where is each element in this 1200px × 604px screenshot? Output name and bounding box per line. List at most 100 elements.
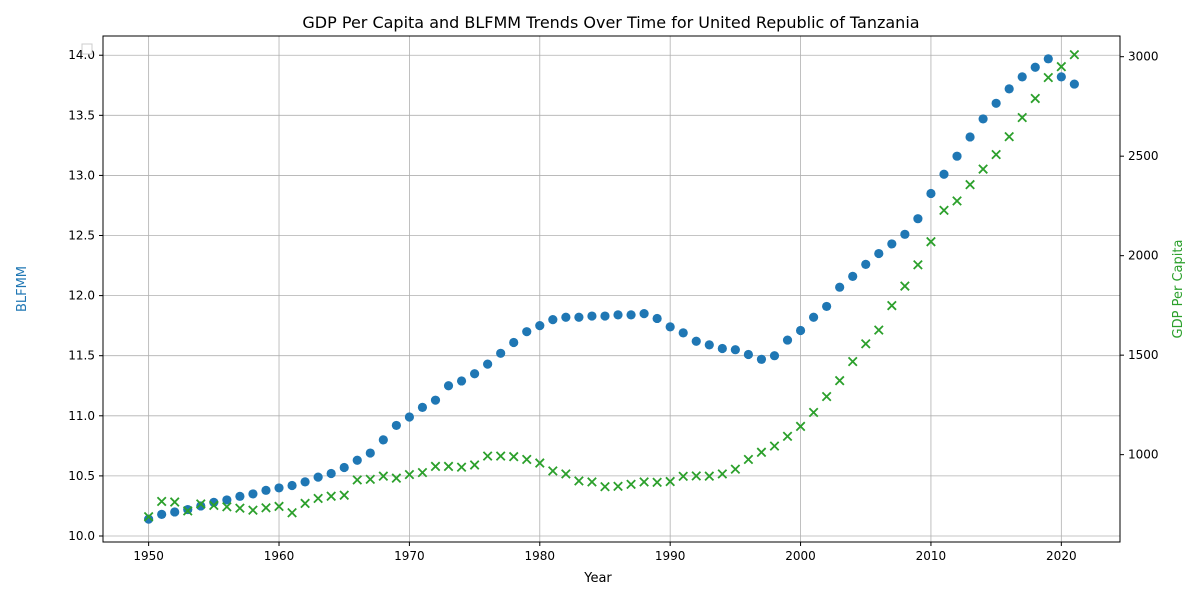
gdp-point <box>300 498 310 509</box>
gdp-point <box>808 407 819 418</box>
gdp-point <box>873 325 884 335</box>
gdp-point <box>508 451 519 462</box>
blfmm-point <box>535 321 545 331</box>
gdp-point <box>652 477 662 488</box>
y-left-tick-label: 10.0 <box>68 529 95 543</box>
blfmm-point <box>170 507 180 517</box>
gdp-point <box>678 471 689 482</box>
gdp-point <box>587 477 597 487</box>
gdp-point <box>378 471 389 481</box>
gdp-point <box>469 460 480 470</box>
gdp-point <box>600 481 610 492</box>
blfmm-point <box>548 315 558 325</box>
gdp-point <box>326 491 337 502</box>
gdp-point <box>574 476 584 486</box>
gdp-point <box>352 475 363 485</box>
blfmm-point <box>157 509 167 519</box>
data-layer <box>143 49 1080 524</box>
blfmm-point <box>978 114 988 124</box>
gdp-point <box>978 164 988 174</box>
blfmm-point <box>743 349 754 360</box>
blfmm-point <box>900 229 910 239</box>
y-right-tick-label: 3000 <box>1128 50 1159 64</box>
blfmm-point <box>808 312 819 322</box>
blfmm-point <box>561 312 571 322</box>
blfmm-point <box>352 455 362 465</box>
y-right-tick-label: 2500 <box>1128 149 1159 163</box>
gdp-point <box>626 479 636 490</box>
y-left-tick-label: 12.5 <box>68 229 95 243</box>
x-tick-label: 1960 <box>264 549 295 563</box>
gdp-point <box>1056 61 1067 72</box>
gdp-point <box>482 451 493 461</box>
blfmm-point <box>769 351 780 361</box>
blfmm-point <box>652 313 662 324</box>
gdp-point <box>965 179 975 190</box>
gdp-point <box>717 469 728 479</box>
blfmm-point <box>874 248 884 259</box>
plot-frame <box>102 35 1121 543</box>
y-right-tick-label: 1500 <box>1128 348 1159 362</box>
gdp-point <box>1069 49 1080 60</box>
blfmm-point <box>378 435 388 445</box>
chart-title: GDP Per Capita and BLFMM Trends Over Tim… <box>302 13 919 32</box>
gdp-point <box>847 356 858 367</box>
gdp-point <box>495 451 506 461</box>
blfmm-point <box>1004 84 1014 94</box>
gdp-point <box>952 196 962 206</box>
y-right-tick-label: 2000 <box>1128 249 1159 263</box>
blfmm-point <box>339 462 349 473</box>
gdp-point <box>756 447 767 458</box>
blfmm-point <box>1017 72 1027 82</box>
blfmm-point <box>952 151 962 161</box>
blfmm-point <box>600 311 610 321</box>
blfmm-point <box>965 132 975 142</box>
x-tick-label: 1990 <box>655 549 686 563</box>
x-axis-label: Year <box>583 571 612 586</box>
gdp-point <box>534 458 545 468</box>
gdp-point <box>287 507 297 518</box>
gdp-point <box>821 391 832 402</box>
gdp-point <box>743 454 754 465</box>
y-axis-label-left: BLFMM <box>15 266 30 312</box>
gdp-point <box>991 149 1001 160</box>
x-tick-label: 2020 <box>1046 549 1077 563</box>
gdp-point <box>339 490 350 501</box>
y-left-tick-label: 10.5 <box>68 469 95 483</box>
y-right-tick-label: 1000 <box>1128 448 1159 462</box>
x-tick-label: 1950 <box>133 549 164 563</box>
blfmm-point <box>443 381 454 391</box>
grid-layer <box>103 36 1120 542</box>
blfmm-point <box>587 311 597 321</box>
blfmm-point <box>913 214 923 224</box>
blfmm-point <box>209 497 219 507</box>
gdp-point <box>613 481 623 492</box>
blfmm-point <box>717 343 727 354</box>
y-left-tick-label: 12.0 <box>68 289 95 303</box>
gdp-point <box>1030 93 1041 104</box>
gdp-point <box>547 466 558 476</box>
blfmm-point <box>782 335 793 345</box>
blfmm-point <box>730 345 740 355</box>
blfmm-point <box>483 359 493 369</box>
y-left-tick-label: 11.0 <box>68 409 95 423</box>
blfmm-point <box>691 336 701 346</box>
gdp-point <box>404 469 415 480</box>
gdp-point <box>456 462 467 473</box>
gdp-point <box>1004 131 1015 142</box>
blfmm-point <box>639 309 649 319</box>
gdp-point <box>195 499 206 509</box>
blfmm-point <box>1069 79 1079 89</box>
blfmm-point <box>235 491 245 501</box>
gdp-point <box>248 505 258 516</box>
blfmm-point <box>404 412 415 422</box>
blfmm-point <box>248 489 258 499</box>
gdp-point <box>886 300 897 311</box>
gdp-point <box>208 500 219 511</box>
blfmm-point <box>417 402 428 412</box>
blfmm-point <box>365 448 375 458</box>
blfmm-point <box>704 340 714 350</box>
blfmm-point <box>522 327 532 337</box>
blfmm-point <box>274 483 284 493</box>
gdp-point <box>913 259 923 270</box>
